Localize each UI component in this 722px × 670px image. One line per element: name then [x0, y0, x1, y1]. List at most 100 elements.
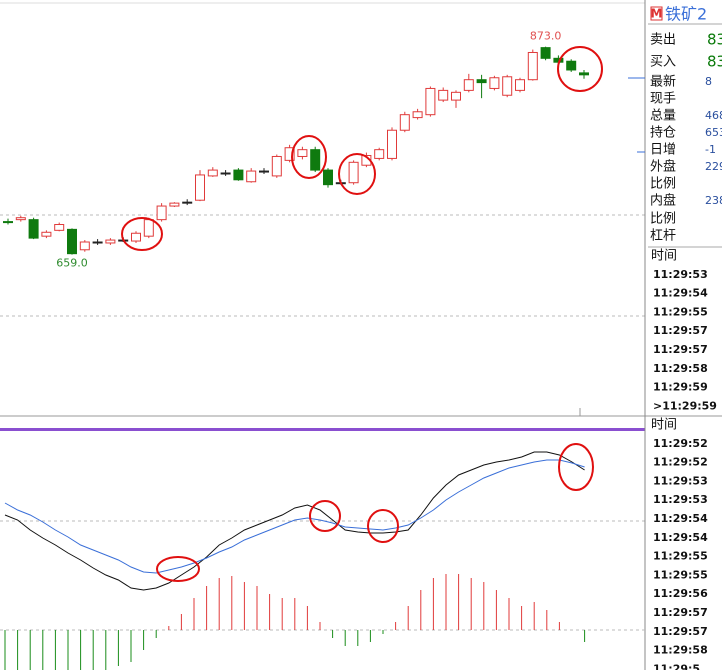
trade-time: 11:29:59	[653, 381, 708, 394]
dea-line	[4, 459, 585, 574]
candle-body	[502, 76, 513, 96]
quote-value: 653	[705, 126, 722, 139]
trade-time: 11:29:57	[653, 625, 708, 638]
candle-body	[182, 201, 193, 204]
candle-body	[41, 231, 52, 237]
candle-body	[246, 170, 257, 183]
quote-label: 卖出	[650, 33, 676, 48]
candle-body	[3, 221, 13, 224]
trade-time: 11:29:55	[653, 568, 708, 581]
candle-body	[451, 91, 461, 101]
trade-time: 11:29:5	[653, 662, 700, 670]
quote-label: 现手	[650, 92, 676, 107]
highlight-circle	[156, 556, 200, 582]
highlight-circle	[367, 509, 399, 543]
trade-time: 11:29:58	[653, 362, 708, 375]
candle-body	[412, 111, 423, 119]
candle-body	[169, 202, 180, 207]
candle-body	[92, 241, 103, 244]
trade-time: 11:29:55	[653, 550, 708, 563]
trade-time: 11:29:57	[653, 324, 708, 337]
candle-body	[425, 87, 436, 116]
extreme-label: 659.0	[56, 257, 88, 270]
candle-body	[297, 149, 308, 157]
candle-body	[79, 241, 90, 251]
quote-value: 229	[705, 160, 722, 173]
quote-value: 238	[705, 194, 722, 207]
candle-body	[527, 51, 538, 81]
candle-body	[143, 219, 154, 237]
candle-body	[489, 77, 500, 89]
candle-body	[515, 79, 525, 91]
trade-time: 11:29:55	[653, 305, 708, 318]
candle-body	[15, 217, 26, 221]
badge-box	[650, 6, 663, 21]
dif-line	[4, 451, 585, 591]
candle-body	[540, 47, 551, 59]
trade-time: 11:29:57	[653, 606, 708, 619]
quote-label: 杠杆	[650, 228, 676, 244]
quote-label: 日增	[650, 143, 676, 158]
quote-label: 比例	[650, 212, 676, 227]
trade-time: >11:29:59	[653, 399, 717, 412]
extreme-label: 873.0	[530, 30, 562, 43]
candle-body	[476, 79, 487, 84]
quote-label: 比例	[650, 177, 676, 192]
trade-time: 11:29:54	[653, 512, 708, 525]
highlight-circle	[338, 153, 376, 195]
quote-value: 8	[705, 75, 712, 88]
trade-time: 11:29:58	[653, 644, 708, 657]
trade-time: 11:29:53	[653, 474, 708, 487]
candle-body	[387, 129, 397, 159]
quote-label: 外盘	[650, 159, 676, 175]
volume-strip	[0, 428, 645, 431]
highlight-circle	[309, 500, 341, 532]
candle-body	[195, 174, 205, 201]
quote-value: 83	[707, 53, 722, 71]
highlight-circle	[291, 135, 327, 179]
candle-body	[348, 161, 359, 184]
candle-body	[156, 205, 167, 221]
trade-time: 11:29:52	[653, 456, 708, 469]
candle-body	[463, 79, 474, 91]
trade-time: 11:29:53	[653, 268, 708, 281]
candle-body	[323, 169, 333, 186]
candle-body	[207, 169, 218, 177]
candle-body	[579, 72, 589, 76]
trade-time: 11:29:53	[653, 493, 708, 506]
trade-time: 11:29:56	[653, 587, 708, 600]
highlight-circle	[558, 443, 594, 491]
quote-value: 468	[705, 109, 722, 122]
candle-body	[131, 232, 141, 242]
symbol: 铁矿2	[665, 5, 707, 24]
candle-body	[28, 219, 39, 239]
quote-label: 最新	[650, 74, 676, 90]
trade-time: 11:29:54	[653, 531, 708, 544]
candle-body	[399, 114, 410, 131]
candle-body	[438, 89, 449, 101]
quote-label: 内盘	[650, 193, 676, 209]
candle-body	[271, 155, 282, 177]
candle-body	[259, 170, 269, 173]
quote-label: 总量	[650, 109, 676, 124]
trades-header: 时间	[651, 418, 677, 433]
quote-value: 83	[707, 31, 722, 49]
candle-body	[310, 149, 321, 171]
highlight-circle	[121, 217, 163, 251]
candle-body	[566, 60, 577, 71]
highlight-circle	[557, 46, 603, 92]
quote-value: -1	[705, 143, 716, 156]
trade-time: 11:29:54	[653, 287, 708, 300]
trade-time: 11:29:57	[653, 343, 708, 356]
trades-header: 时间	[651, 249, 677, 264]
candle-body	[374, 149, 385, 159]
candle-body	[67, 228, 77, 255]
candle-body	[54, 224, 65, 231]
candle-body	[233, 169, 244, 181]
quote-label: 买入	[650, 55, 676, 70]
candle-body	[105, 239, 116, 244]
symbol-badge: M	[651, 7, 663, 21]
quote-label: 持仓	[650, 126, 676, 141]
